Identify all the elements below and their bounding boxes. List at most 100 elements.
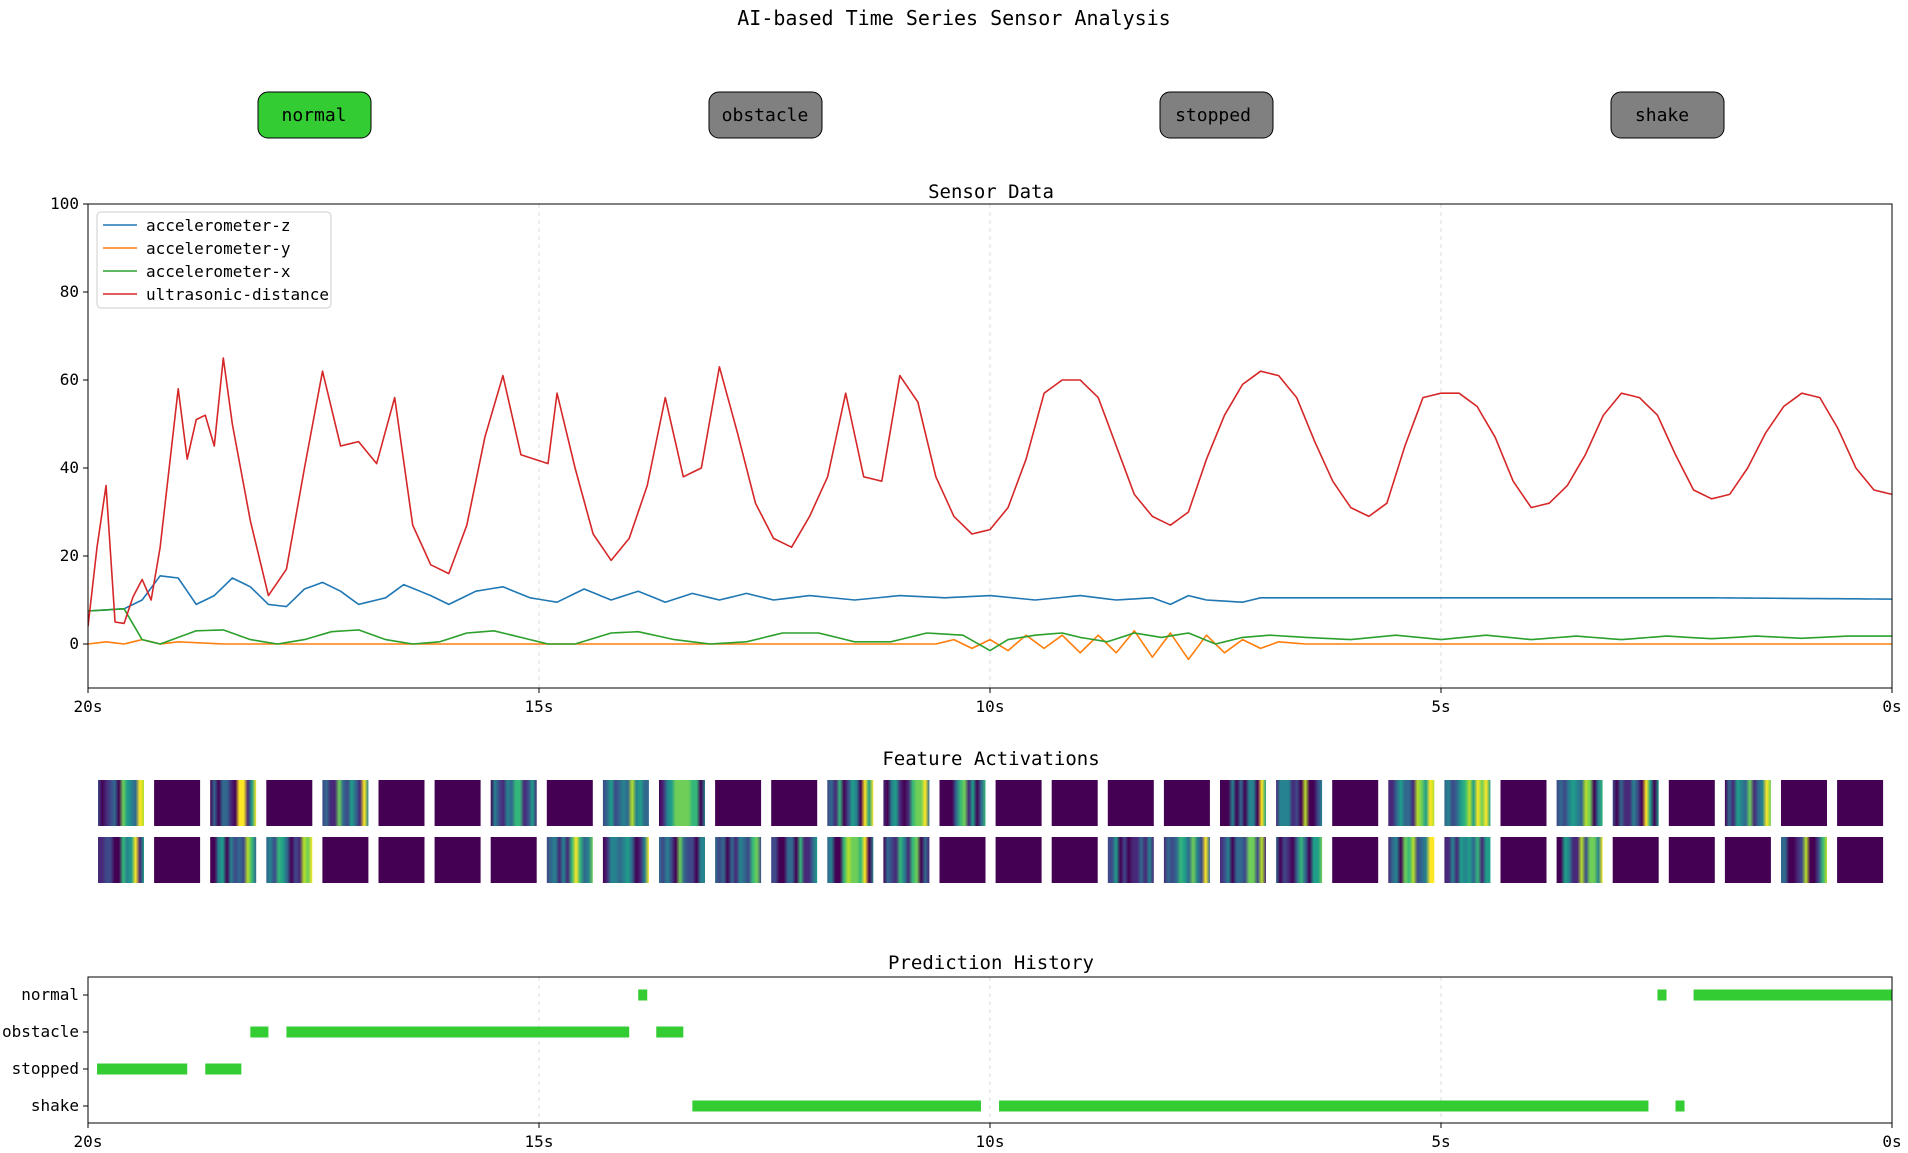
prediction-chart-grid [538,977,1442,1123]
activation-tile [995,837,1042,883]
activation-tile [1332,780,1379,826]
prediction-chart-bars [97,989,1892,1112]
activation-tile [771,837,818,883]
activation-tile [1444,780,1491,826]
activation-tile [98,780,144,826]
activation-tile [1668,837,1715,883]
y-tick-label: 20 [60,546,79,565]
activation-tile [602,837,649,883]
prediction-chart-x-ticks: 20s 15s 10s 5s 0s [74,1123,1902,1151]
button-normal-label: normal [281,105,346,126]
activation-tile [1612,837,1659,883]
sensor-chart-grid [538,204,1442,688]
mode-buttons: normal obstacle stopped shake [257,91,1725,139]
x-tick-label: 10s [976,697,1005,716]
prediction-bar-shake [692,1100,981,1112]
button-stopped-label: stopped [1175,105,1251,126]
activation-tile [1556,837,1603,883]
activation-tile [659,780,705,826]
activation-tile [1163,837,1210,883]
sensor-chart-x-ticks: 20s 15s 10s 5s 0s [74,688,1902,716]
activation-tile [1612,780,1659,826]
activation-tile [939,837,986,883]
y-tick-label: 100 [50,194,79,213]
activation-tile [1724,837,1771,883]
legend-entry-accelerometer-z: accelerometer-z [103,216,291,235]
button-shake[interactable]: shake [1610,91,1725,139]
activation-tile [715,837,762,883]
prediction-bar-shake [1675,1100,1685,1112]
prediction-bar-stopped [205,1063,242,1075]
activation-tile [1276,780,1323,826]
activation-tile [827,837,874,883]
button-stopped[interactable]: stopped [1159,91,1274,139]
y-tick-label: stopped [12,1059,79,1078]
activation-tile [1500,780,1547,826]
activation-tile [434,780,481,826]
activation-tile [1781,837,1827,883]
series-line-accelerometer-z [88,575,1892,612]
series-line-accelerometer-x [88,608,1892,652]
activation-tile [378,837,425,883]
activation-tile [434,837,481,883]
legend-label: accelerometer-y [146,239,291,258]
activation-tile [659,837,705,883]
prediction-chart-title: Prediction History [888,952,1094,974]
activation-tile [995,780,1042,826]
activation-tile [1388,780,1435,826]
sensor-chart-title: Sensor Data [928,181,1054,203]
activation-tile [1051,780,1098,826]
activation-tile [939,780,986,826]
legend-entry-ultrasonic-distance: ultrasonic-distance [103,285,329,304]
activation-tile [266,780,313,826]
y-tick-label: shake [31,1096,79,1115]
x-tick-label: 15s [525,1132,554,1149]
y-tick-label: 40 [60,458,79,477]
prediction-bar-stopped [97,1063,188,1075]
button-obstacle[interactable]: obstacle [708,91,823,139]
x-tick-label: 5s [1431,697,1450,716]
sensor-chart-y-ticks: 0 20 40 60 80 100 [50,194,88,653]
x-tick-label: 20s [74,1132,103,1149]
y-tick-label: 0 [69,634,79,653]
activation-tile [771,780,818,826]
activation-tile [546,837,593,883]
activation-tile [883,837,930,883]
activation-tile [1781,780,1827,826]
legend-label: accelerometer-x [146,262,291,281]
activation-tile [210,837,257,883]
activation-tile [827,780,874,826]
legend-label: accelerometer-z [146,216,291,235]
activation-tile [1107,837,1154,883]
activation-tile [154,837,201,883]
activation-tile [322,837,369,883]
y-tick-label: 80 [60,282,79,301]
activation-tile [1444,837,1491,883]
sensor-chart-lines [88,357,1892,661]
x-tick-label: 15s [525,697,554,716]
button-shake-label: shake [1635,105,1689,126]
activation-tile [1500,837,1547,883]
button-normal[interactable]: normal [257,91,372,139]
prediction-chart-y-ticks: normal obstacle stopped shake [2,985,88,1115]
series-line-accelerometer-y [88,630,1892,661]
main-title: AI-based Time Series Sensor Analysis [737,6,1170,30]
button-obstacle-label: obstacle [722,105,809,126]
feature-activations-title: Feature Activations [882,748,1099,770]
activation-tile [1837,837,1884,883]
activation-tile [1220,780,1266,826]
activation-tile [1051,837,1098,883]
activation-tile [1388,837,1435,883]
feature-activation-tiles [98,780,1884,883]
activation-tile [1163,780,1210,826]
activation-tile [98,837,144,883]
activation-tile [1724,780,1771,826]
activation-tile [1837,780,1884,826]
x-tick-label: 10s [976,1132,1005,1149]
prediction-bar-normal [638,989,648,1001]
y-tick-label: 60 [60,370,79,389]
prediction-bar-obstacle [656,1026,684,1038]
activation-tile [490,837,537,883]
